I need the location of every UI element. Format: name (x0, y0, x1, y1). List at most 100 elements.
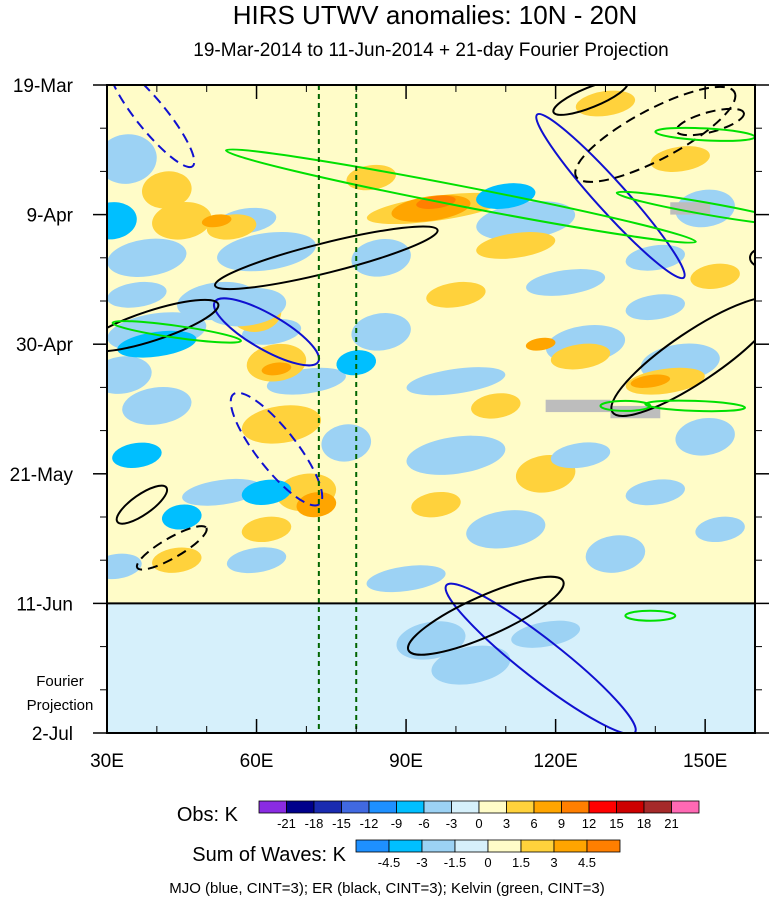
anomaly-patch (650, 146, 710, 172)
anomaly-patch (575, 90, 636, 117)
legend-label: -4.5 (378, 855, 400, 870)
legend-swatch (520, 839, 555, 853)
legend-label: -1.5 (444, 855, 466, 870)
mjo-contour (108, 85, 196, 169)
anomaly-patch (182, 478, 262, 506)
legend-swatch (258, 800, 287, 814)
projection-label-2: Projection (27, 697, 94, 714)
reference-lines (317, 85, 358, 733)
anomaly-patch (550, 442, 611, 469)
chart-title: HIRS UTWV anomalies: 10N - 20N (232, 0, 638, 30)
anomaly-patch (107, 202, 137, 240)
anomaly-patch (625, 244, 685, 271)
legend-swatch (588, 800, 617, 814)
wave-contours (107, 85, 755, 733)
legend-label: 6 (530, 816, 537, 831)
anomaly-field (107, 85, 755, 733)
legend-label: 21 (664, 816, 678, 831)
legend-label: 1.5 (512, 855, 530, 870)
anomaly-patch (406, 367, 506, 396)
anomaly-patch (336, 350, 377, 376)
kelvin-contour (615, 190, 755, 227)
x-axis: 30E 60E 90E 120E 150E (90, 85, 756, 772)
anomaly-patch (526, 269, 606, 296)
legend-swatch (643, 800, 672, 814)
anomaly-patch (675, 417, 735, 456)
anomaly-patch (142, 171, 192, 209)
anomaly-patch (241, 516, 292, 543)
anomaly-patch (476, 201, 576, 241)
anomaly-patch (476, 183, 536, 209)
kelvin-contour (624, 609, 677, 622)
legend-label: -6 (418, 816, 430, 831)
legend-label: 0 (475, 816, 482, 831)
anomaly-patch (107, 553, 142, 580)
anomaly-patch (411, 491, 461, 518)
er-contour (135, 525, 208, 571)
x-tick-label: 60E (240, 751, 274, 772)
kelvin-contour (225, 148, 697, 244)
anomaly-patch (550, 343, 611, 370)
anomaly-patch (466, 510, 546, 549)
projection-patch (511, 620, 581, 648)
kelvin-contour (644, 399, 747, 413)
legend-label: -3 (446, 816, 458, 831)
anomaly-patch (695, 516, 745, 543)
legend-swatch (313, 800, 342, 814)
anomaly-patch (426, 281, 486, 308)
legend-label: 15 (609, 816, 623, 831)
anomaly-patch (107, 134, 157, 184)
legend-swatch (487, 839, 522, 853)
legend-swatch (423, 800, 452, 814)
legend-label: 9 (558, 816, 565, 831)
anomaly-patch (217, 232, 316, 272)
legend-swatch (616, 800, 645, 814)
legend-swatch (454, 839, 489, 853)
anomaly-patch (107, 281, 167, 308)
anomaly-patch (321, 424, 372, 462)
anomaly-blobs (107, 90, 745, 685)
projection-patch (431, 645, 511, 685)
wave-contour-caption: MJO (blue, CINT=3); ER (black, CINT=3); … (169, 880, 605, 897)
plot-frame (106, 84, 756, 734)
missing-patch (545, 399, 611, 413)
anomaly-patch (625, 294, 685, 321)
legend-swatch (421, 839, 456, 853)
y-tick-label: 2-Jul (32, 724, 73, 745)
anomaly-patch (525, 337, 556, 351)
anomaly-patch (406, 435, 506, 475)
anomaly-patch (585, 535, 646, 573)
legend-label: 0 (484, 855, 491, 870)
projection-patch (361, 602, 411, 629)
anomaly-patch (152, 547, 202, 573)
anomaly-patch (122, 386, 192, 425)
er-contour (552, 85, 629, 116)
legend-label: 12 (582, 816, 596, 831)
anomaly-patch (690, 263, 740, 290)
y-tick-label: 30-Apr (16, 335, 74, 356)
anomaly-patch (201, 214, 232, 228)
anomaly-patch (471, 393, 521, 419)
anomaly-patch (226, 547, 287, 574)
y-tick-label: 21-May (10, 465, 74, 486)
legend-swatch (341, 800, 370, 814)
legend-label: -9 (391, 816, 403, 831)
legend-waves-title: Sum of Waves: K (192, 844, 346, 866)
y-tick-label: 19-Mar (13, 76, 74, 97)
legend-label: -12 (360, 816, 379, 831)
y-axis: 19-Mar 9-Apr 30-Apr 21-May 11-Jun 2-Jul (10, 76, 769, 745)
y-tick-label: 11-Jun (16, 594, 73, 615)
er-contour (749, 249, 755, 267)
legend-label: 3 (503, 816, 510, 831)
legend-label: -15 (332, 816, 351, 831)
legend-obs: -21 -18 -15 -12 -9 -6 -3 0 3 6 9 12 15 18 21 (258, 800, 700, 831)
legend-label: 18 (637, 816, 651, 831)
anomaly-patch (152, 201, 212, 240)
anomaly-patch (161, 504, 202, 530)
er-contour (115, 484, 169, 525)
legend-swatch (478, 800, 507, 814)
kelvin-contour (111, 320, 242, 344)
legend-swatch (553, 839, 588, 853)
anomaly-patch (476, 232, 556, 259)
anomaly-patch (630, 374, 671, 388)
